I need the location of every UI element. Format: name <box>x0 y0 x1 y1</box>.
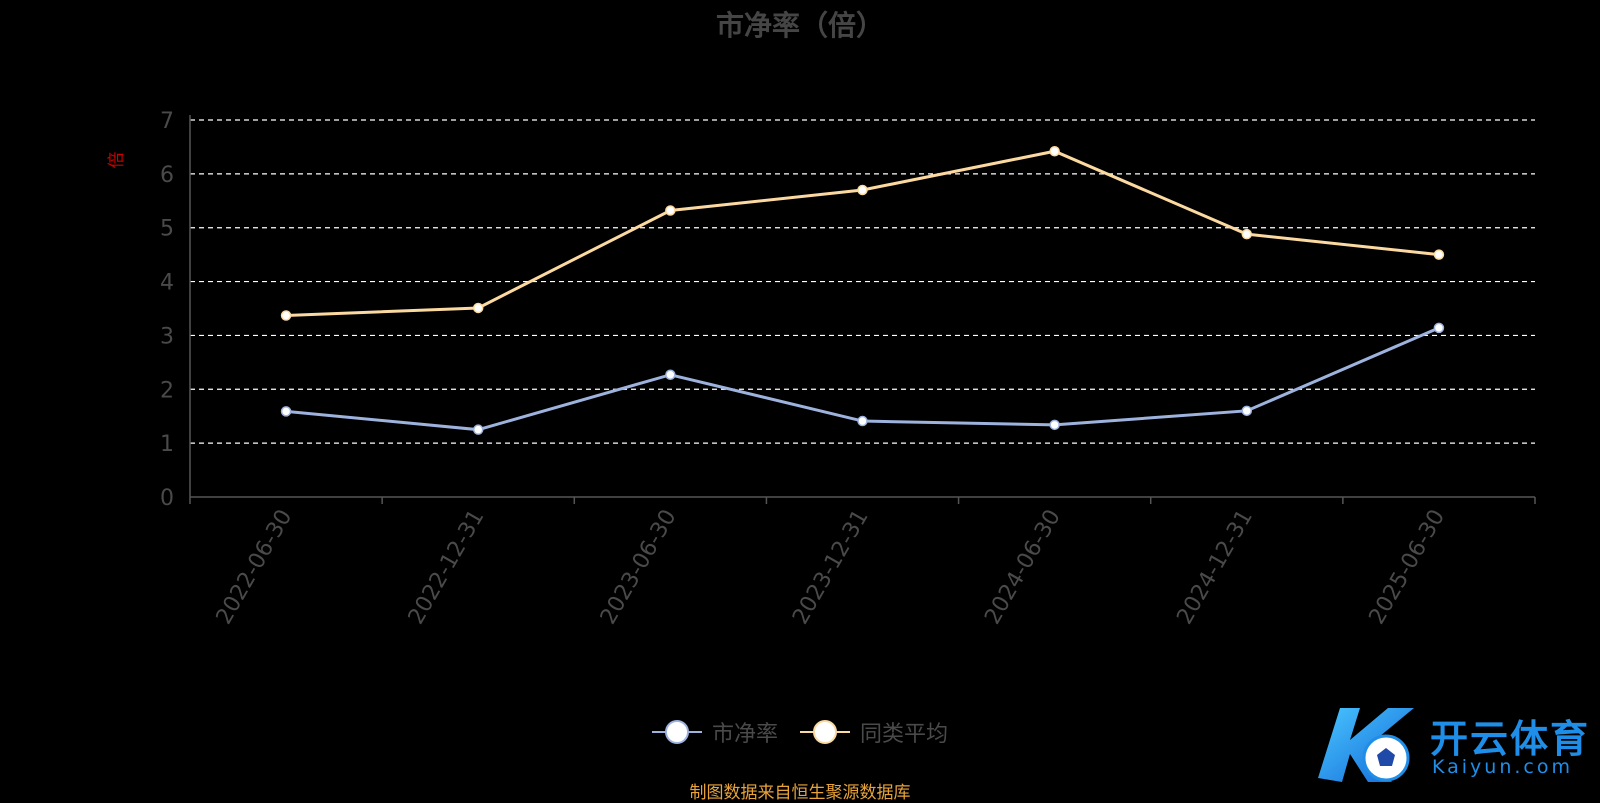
watermark: 开云体育 Kaiyun.com <box>1310 700 1595 790</box>
data-point <box>665 205 676 216</box>
x-tick-label: 2024-06-30 <box>980 506 1066 629</box>
chart-title: 市净率（倍） <box>715 9 884 42</box>
watermark-brand: 开云体育 <box>1430 717 1591 761</box>
data-point <box>1049 145 1060 157</box>
data-point <box>1049 419 1060 431</box>
y-tick-label: 1 <box>160 432 174 457</box>
axis-layer: 0 1 2 3 4 5 6 7 2022-06-30 2022-12-31 2023-06-30 20… <box>160 109 1536 629</box>
y-tick-label: 7 <box>160 109 174 134</box>
series-layer <box>280 145 1445 435</box>
data-point <box>280 310 292 321</box>
y-tick-label: 0 <box>160 486 174 511</box>
legend-label: 市净率 <box>711 722 778 747</box>
legend: 市净率 同类平均 <box>0 716 1600 748</box>
data-point <box>1433 322 1445 334</box>
legend-label: 同类平均 <box>860 722 949 747</box>
y-tick-label: 3 <box>160 324 174 349</box>
series-line <box>286 149 1440 318</box>
data-point <box>1433 249 1445 260</box>
kaiyun-logo-icon <box>1318 708 1414 782</box>
x-tick-label: 2023-12-31 <box>788 506 874 629</box>
source-note: 制图数据来自恒生聚源数据库 <box>689 783 911 803</box>
legend-marker <box>664 720 689 744</box>
legend-swatch <box>800 720 850 744</box>
legend-item[interactable]: 市净率 <box>651 716 778 748</box>
y-tick-label: 4 <box>160 271 174 296</box>
data-point <box>1241 228 1253 240</box>
legend-swatch <box>651 720 702 744</box>
legend-item[interactable]: 同类平均 <box>800 716 948 748</box>
watermark-domain: Kaiyun.com <box>1432 756 1573 778</box>
x-tick-label: 2025-06-30 <box>1365 506 1451 629</box>
y-tick-label: 5 <box>160 217 174 242</box>
series-line <box>285 326 1440 432</box>
data-point <box>472 302 484 314</box>
y-axis-label: 倍 <box>107 152 127 169</box>
data-point <box>472 424 484 435</box>
y-tick-label: 2 <box>160 378 174 403</box>
x-tick-label: 2022-12-31 <box>404 506 490 629</box>
data-point <box>857 184 868 196</box>
legend-marker <box>813 720 837 744</box>
data-point <box>280 406 292 417</box>
x-tick-label: 2022-06-30 <box>212 506 298 629</box>
x-tick-label: 2024-12-31 <box>1172 506 1258 629</box>
x-tick-label: 2023-06-30 <box>596 506 682 629</box>
grid-layer <box>190 119 1535 444</box>
y-tick-label: 6 <box>160 163 174 188</box>
data-point <box>665 369 676 380</box>
data-point <box>857 415 868 427</box>
data-point <box>1241 405 1253 417</box>
